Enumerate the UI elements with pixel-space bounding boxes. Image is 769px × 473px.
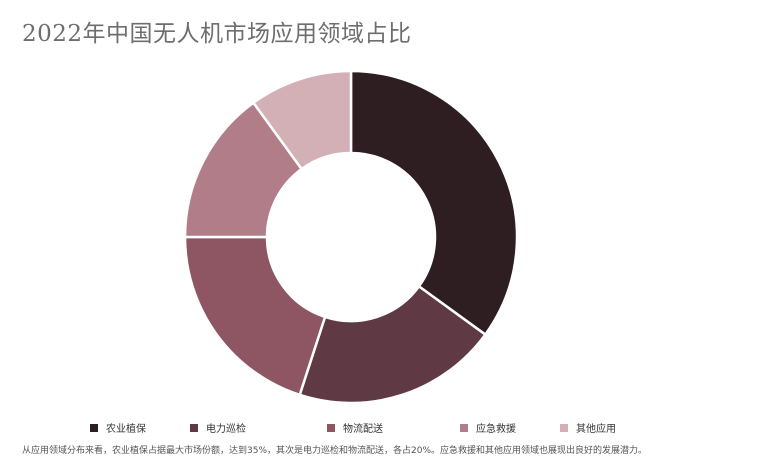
legend-item-1: 农业植保 bbox=[90, 420, 146, 435]
legend-item-3: 物流配送 bbox=[327, 420, 383, 435]
legend-label-1: 农业植保 bbox=[106, 424, 146, 435]
legend-swatch-1 bbox=[90, 423, 98, 432]
legend-swatch-2 bbox=[190, 423, 198, 432]
legend-label-5: 其他应用 bbox=[576, 424, 616, 435]
legend-swatch-4 bbox=[460, 423, 468, 432]
legend-label-3: 物流配送 bbox=[343, 424, 383, 435]
chart-legend: 农业植保 电力巡检 物流配送 应急救援 其他应用 bbox=[0, 420, 769, 436]
slice-1 bbox=[349, 69, 519, 336]
legend-item-2: 电力巡检 bbox=[190, 420, 246, 435]
slice-5 bbox=[252, 69, 353, 171]
slice-2 bbox=[298, 285, 487, 405]
legend-label-4: 应急救援 bbox=[476, 424, 516, 435]
slice-3 bbox=[183, 235, 327, 397]
legend-item-5: 其他应用 bbox=[560, 420, 616, 435]
donut-slices bbox=[183, 69, 519, 405]
chart-footnote: 从应用领域分布来看，农业植保占据最大市场份额，达到35%，其次是电力巡检和物流配… bbox=[22, 446, 648, 456]
legend-label-2: 电力巡检 bbox=[206, 424, 246, 435]
legend-item-4: 应急救援 bbox=[460, 420, 516, 435]
legend-swatch-3 bbox=[327, 423, 335, 432]
chart-title: 2022年中国无人机市场应用领域占比 bbox=[22, 21, 412, 47]
legend-swatch-5 bbox=[560, 423, 568, 432]
